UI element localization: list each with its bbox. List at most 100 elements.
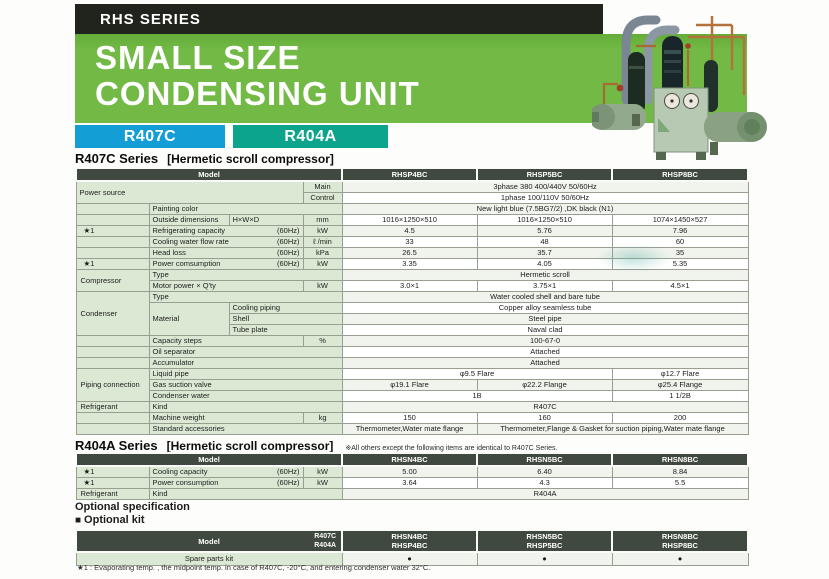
material-label: Material xyxy=(148,302,230,336)
empty-cell xyxy=(75,335,150,347)
motor-power-rhsp5bc: 3.75×1 xyxy=(476,280,613,292)
cooling-water-flow-rate-rhsp8bc: 60 xyxy=(611,236,749,248)
column-header-rhsn5bc: RHSN5BC xyxy=(476,452,614,467)
optional-column-header-2: RHSN5BC RHSP5BC xyxy=(476,529,614,553)
refrigerant-line-r407c: R407C xyxy=(314,533,337,540)
page-title: SMALL SIZE CONDENSING UNIT xyxy=(95,40,420,112)
badge-r407c: R407C xyxy=(75,125,225,148)
r407c-series-subtitle: [Hermetic scroll compressor] xyxy=(167,152,334,166)
row-condenser-water: Condenser water 1B 1 1/2B xyxy=(76,390,749,402)
top-dark-bar xyxy=(75,4,603,34)
condenser-group-label: Condenser xyxy=(75,291,150,336)
power-source-main-value: 3phase 380 400/440V 50/60Hz xyxy=(341,180,749,193)
outside-dimensions-label: Outside dimensions xyxy=(148,214,230,226)
model-code: RHSP5BC xyxy=(526,541,563,550)
painting-color-label: Painting color xyxy=(148,203,343,215)
condenser-type-value: Water cooled shell and bare tube xyxy=(341,291,749,303)
model-code: RHSP4BC xyxy=(391,541,428,550)
condensing-unit-photo xyxy=(592,15,767,160)
optional-model-header: Model R407C R404A xyxy=(74,529,344,553)
power-consumption-unit: kW xyxy=(302,258,343,270)
optional-specification-heading: Optional specification xyxy=(75,501,190,513)
cooling-piping-value: Copper alloy seamless tube xyxy=(341,302,749,314)
empty-cell xyxy=(75,357,150,369)
cooling-capacity-label: Cooling capacity xyxy=(152,467,208,477)
row-cooling-capacity: ★1 Cooling capacity (60Hz) kW 5.00 6.40 8… xyxy=(75,465,749,478)
outside-dimensions-rhsp4bc: 1016×1250×510 xyxy=(341,214,478,226)
hz-label: (60Hz) xyxy=(276,259,300,269)
liquid-pipe-value-1: φ9.5 Flare xyxy=(341,368,613,380)
column-header-rhsp4bc: RHSP4BC xyxy=(341,167,479,182)
spare-parts-dot-2: ● xyxy=(476,551,613,566)
spare-parts-dot-3: ● xyxy=(611,551,749,566)
accumulator-value: Attached xyxy=(341,357,749,369)
page-title-line2: CONDENSING UNIT xyxy=(95,75,420,112)
power-consumption-rhsp4bc: 3.35 xyxy=(341,258,478,270)
head-loss-label-cell: Head loss (60Hz) xyxy=(148,247,304,259)
motor-power-rhsp4bc: 3.0×1 xyxy=(341,280,478,292)
power-consumption-rhsn8bc: 5.5 xyxy=(611,477,749,489)
r407c-series-title: R407C Series xyxy=(75,151,159,166)
gas-suction-valve-label: Gas suction valve xyxy=(148,379,343,391)
head-loss-rhsp4bc: 26.5 xyxy=(341,247,478,259)
refrigerant-kind-label: Kind xyxy=(148,401,343,413)
row-refrigerating-capacity: ★1 Refrigerating capacity (60Hz) kW 4.5 5… xyxy=(75,225,749,237)
power-consumption-rhsn5bc: 4.3 xyxy=(476,477,613,489)
standard-accessories-value-2: Thermometer,Flange & Gasket for suction … xyxy=(476,423,749,435)
series-label: RHS SERIES xyxy=(100,11,201,28)
shell-label: Shell xyxy=(228,313,343,325)
model-header: Model xyxy=(74,452,344,467)
empty-cell xyxy=(75,423,150,435)
column-header-rhsp8bc: RHSP8BC xyxy=(611,167,750,182)
machine-weight-rhsp4bc: 150 xyxy=(341,412,478,424)
cooling-water-flow-rate-unit: ℓ /min xyxy=(302,236,343,248)
spare-parts-dot-1: ● xyxy=(341,551,478,566)
hz-label: (60Hz) xyxy=(276,237,300,247)
star-mark: ★1 xyxy=(75,258,150,270)
power-consumption-rhsn4bc: 3.64 xyxy=(341,477,478,489)
empty-cell xyxy=(75,236,150,248)
power-source-main-label: Main xyxy=(302,180,343,193)
power-consumption-label-cell: Power consumption (60Hz) xyxy=(148,477,304,489)
power-source-control-value: 1phase 100/110V 50/60Hz xyxy=(341,192,749,204)
outside-dimensions-rhsp8bc: 1074×1450×527 xyxy=(611,214,749,226)
power-consumption-label-cell: Power comsumption (60Hz) xyxy=(148,258,304,270)
refrigerant-kind-label: Kind xyxy=(148,488,343,500)
row-cooling-piping: Material Cooling piping Copper alloy sea… xyxy=(76,302,749,336)
cooling-water-flow-rate-label: Cooling water flow rate xyxy=(152,237,229,247)
r407c-header-row: Model RHSP4BC RHSP5BC RHSP8BC xyxy=(74,167,750,182)
row-cooling-water-flow-rate: Cooling water flow rate (60Hz) ℓ /min 33 … xyxy=(75,236,749,248)
empty-cell xyxy=(75,214,150,226)
refrigerating-capacity-unit: kW xyxy=(302,225,343,237)
head-loss-rhsp5bc: 35.7 xyxy=(476,247,613,259)
r407c-section-heading: R407C Series [Hermetic scroll compressor… xyxy=(75,151,334,166)
row-machine-weight: Machine weight kg 150 160 200 xyxy=(75,412,749,424)
liquid-pipe-value-2: φ12.7 Flare xyxy=(611,368,749,380)
cooling-capacity-label-cell: Cooling capacity (60Hz) xyxy=(148,465,304,478)
row-shell: Shell Steel pipe xyxy=(76,313,749,325)
refrigerant-group-label: Refrigerant xyxy=(75,488,150,500)
cooling-water-flow-rate-label-cell: Cooling water flow rate (60Hz) xyxy=(148,236,304,248)
head-loss-rhsp8bc: 35 xyxy=(611,247,749,259)
spare-parts-kit-label: Spare parts kit xyxy=(75,551,343,566)
optional-kit-heading: ■ Optional kit xyxy=(75,514,145,526)
head-loss-unit: kPa xyxy=(302,247,343,259)
outside-dimensions-sub-label: H×W×D xyxy=(228,214,304,226)
star-mark: ★1 xyxy=(75,465,150,478)
row-refrigerant-kind: Refrigerant Kind R407C xyxy=(75,401,749,413)
refrigerant-kind-value: R404A xyxy=(341,488,749,500)
column-header-rhsn8bc: RHSN8BC xyxy=(611,452,750,467)
power-consumption-label: Power comsumption xyxy=(152,259,221,269)
refrigerant-kind-value: R407C xyxy=(341,401,749,413)
compressor-type-label: Type xyxy=(148,269,343,281)
condenser-water-value-1: 1B xyxy=(341,390,613,402)
machine-weight-rhsp8bc: 200 xyxy=(611,412,749,424)
compressor-group-label: Compressor xyxy=(75,269,150,292)
cooling-capacity-rhsn5bc: 6.40 xyxy=(476,465,613,478)
row-power-source-main: Power source Main 3phase 380 400/440V 50… xyxy=(75,180,749,204)
row-oil-separator: Oil separator Attached xyxy=(75,346,749,358)
gas-suction-valve-rhsp4bc: φ19.1 Flare xyxy=(341,379,478,391)
compressor-type-value: Hermetic scroll xyxy=(341,269,749,281)
column-header-rhsn4bc: RHSN4BC xyxy=(341,452,479,467)
hz-label: (60Hz) xyxy=(276,248,300,258)
